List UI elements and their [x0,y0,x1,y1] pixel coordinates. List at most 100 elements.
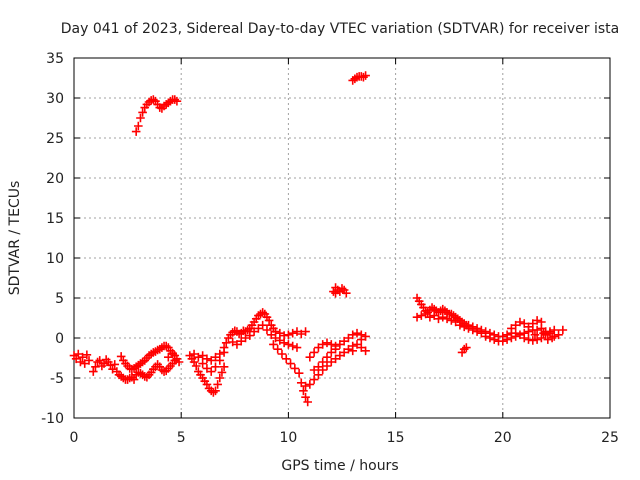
y-tick-label: 30 [46,91,64,107]
data-point [339,336,349,346]
data-point [211,386,220,396]
data-point [73,349,83,359]
x-tick-label: 25 [601,430,619,446]
data-point [318,365,328,375]
data-point [211,352,220,362]
data-point [331,344,340,354]
data-point [168,349,177,359]
y-tick-label: 25 [46,131,64,147]
data-point [284,330,293,340]
data-point [511,320,520,330]
data-point [331,354,340,364]
data-point [348,346,358,356]
data-point [524,322,533,332]
data-point [335,351,345,360]
data-point [266,330,276,340]
data-point [138,108,147,117]
data-point [284,340,293,349]
data-point [361,71,370,80]
data-point [279,331,289,340]
data-point [258,320,267,330]
data-point [421,309,430,319]
data-point [507,324,516,333]
data-point [309,348,319,357]
data-point [301,392,310,402]
data-point [211,362,220,372]
data-point [191,361,201,371]
data-point [299,386,308,396]
data-point [305,380,315,389]
data-point [213,380,222,389]
chart-title: Day 041 of 2023, Sidereal Day-to-day VTE… [61,21,619,37]
data-point [249,327,259,336]
data-point [301,327,310,336]
x-tick-label: 10 [279,430,297,446]
y-axis-title: SDTVAR / TECUs [7,181,23,296]
data-points [69,71,568,407]
data-point [309,375,319,384]
data-point [451,317,460,327]
x-tick-label: 5 [177,430,186,446]
data-point [202,364,212,373]
x-axis-title: GPS time / hours [281,458,398,474]
data-point [352,340,362,349]
data-point [245,331,255,340]
data-point [341,288,351,298]
data-point [361,332,370,341]
data-point [71,354,81,364]
data-point [314,370,323,380]
y-tick-label: 35 [46,51,64,67]
data-point [314,343,323,352]
data-point [88,367,98,376]
data-point [189,349,199,359]
data-point [558,325,568,335]
data-point [309,365,319,375]
data-point [331,288,340,298]
data-point [537,333,546,343]
data-point [356,343,366,352]
y-tick-label: -10 [41,411,64,427]
x-tick-label: 20 [494,430,512,446]
data-point [290,364,300,373]
y-tick-label: 5 [55,291,64,307]
data-point [217,368,227,377]
data-point [412,312,422,322]
data-point [519,319,529,328]
data-point [164,352,173,362]
data-point [528,319,538,328]
data-point [172,96,182,106]
data-point [269,340,278,349]
y-axis-ticks: -10 -5 0 5 10 15 20 25 30 35 [41,51,610,427]
data-point [277,349,287,359]
data-point [335,340,345,349]
data-point [198,359,207,368]
data-point [206,356,216,365]
data-point [305,352,315,362]
data-point [322,338,332,348]
data-point [254,324,263,333]
data-point [286,359,295,368]
data-point [530,330,540,340]
data-point [361,346,370,356]
data-point [134,121,143,131]
y-tick-label: 10 [46,251,64,267]
data-point [326,357,336,367]
data-point [352,328,362,338]
data-point [80,359,90,368]
data-point [174,357,184,367]
x-tick-label: 0 [70,430,79,446]
data-point [215,373,225,383]
y-tick-label: -5 [50,371,64,387]
data-point [84,356,94,365]
x-tick-label: 15 [387,430,405,446]
data-point [129,375,139,384]
data-point [288,341,297,351]
data-point [131,127,141,136]
data-point [288,328,297,338]
data-point [281,354,291,364]
data-point [219,362,229,372]
y-tick-label: 0 [55,331,64,347]
y-tick-label: 20 [46,171,64,187]
data-point [554,330,563,340]
data-point [314,362,323,372]
